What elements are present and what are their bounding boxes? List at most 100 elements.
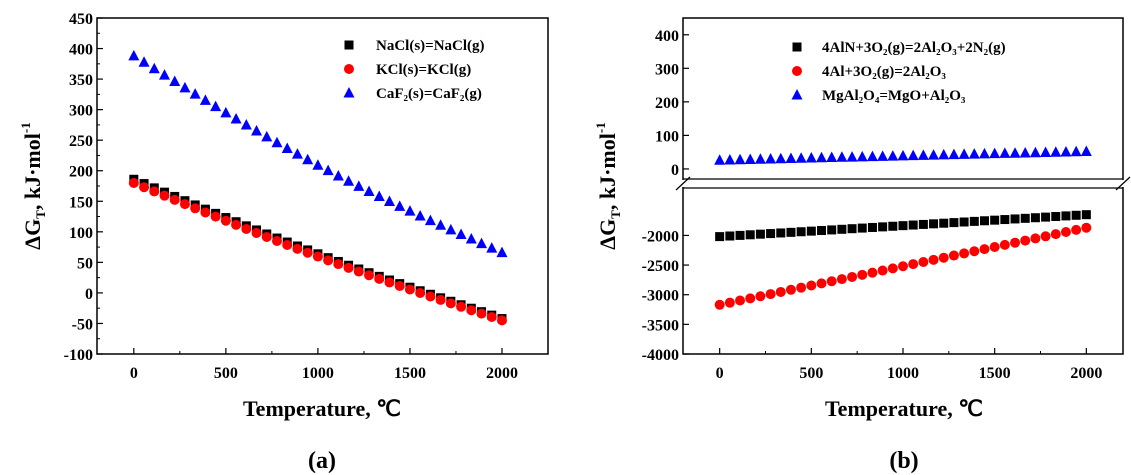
panel-b-data-point xyxy=(908,220,918,230)
panel-a-data-point xyxy=(312,159,324,170)
panel-a-y-tick-label: 0 xyxy=(85,286,93,303)
panel-b-data-point xyxy=(817,226,827,236)
panel-a-data-point xyxy=(291,148,303,159)
panel-b-data-point xyxy=(847,271,858,282)
panel-b-legend: 4AlN+3O₂(g)=2Al₂O₃+2N₂(g) 4Al+3O₂(g)=2Al₂… xyxy=(791,40,1006,104)
panel-a-data-point xyxy=(292,243,303,254)
panel-b-data-point xyxy=(989,147,1001,159)
panel-a-y-tick-label: 400 xyxy=(69,42,93,59)
panel-b-data-point xyxy=(837,224,847,234)
panel-a-data-point xyxy=(353,266,364,277)
panel-b-data-point xyxy=(1071,224,1082,235)
panel-b-data-point xyxy=(1051,212,1061,222)
panel-a-data-point xyxy=(179,199,190,210)
panel-b-data-point xyxy=(867,267,878,278)
panel-a-data-point xyxy=(199,94,211,105)
panel-a-data-point xyxy=(343,175,355,186)
panel-a-legend-marker xyxy=(344,64,354,74)
panel-a-data-point xyxy=(139,182,150,193)
panel-b-data-point xyxy=(776,228,786,238)
panel-b-data-point xyxy=(999,239,1010,250)
panel-b-data-point xyxy=(958,148,970,159)
panel-b-data-point xyxy=(714,299,725,310)
panel-b-data-point xyxy=(754,153,766,164)
panel-a-data-point xyxy=(148,62,160,74)
panel-b-data-point xyxy=(1030,233,1041,244)
panel-b-data-point xyxy=(990,215,1000,225)
panel-a-data-point xyxy=(364,270,375,281)
panel-a-data-point xyxy=(466,305,477,316)
panel-b-data-point xyxy=(786,227,796,237)
panel-a-data-point xyxy=(302,247,313,258)
panel-b-data-point xyxy=(898,221,908,231)
panel-a-data-point xyxy=(251,227,262,238)
panel-a-data-point xyxy=(496,315,507,326)
panel-b-data-point xyxy=(948,250,959,261)
panel-a-data-point xyxy=(240,118,252,130)
panel-a-x-tick-label: 500 xyxy=(214,365,238,382)
panel-a-data-point xyxy=(363,185,375,197)
panel-a-data-point xyxy=(353,180,365,191)
panel-a-data-point xyxy=(230,112,242,124)
panel-a-data-point xyxy=(281,142,293,153)
panel-b-data-point xyxy=(805,152,817,163)
panel-b-data-point xyxy=(856,150,868,162)
panel-b-data-point xyxy=(766,229,776,239)
panel-b-data-point xyxy=(816,151,828,163)
panel-a-x-tick-label: 1000 xyxy=(302,365,334,382)
panel-b-data-point xyxy=(765,289,776,300)
panel-a-data-point xyxy=(486,242,498,253)
panel-a-y-tick-label: 300 xyxy=(69,103,93,120)
panel-b-data-point xyxy=(1000,215,1010,225)
panel-a-data-point xyxy=(302,153,314,165)
panel-b-data-point xyxy=(724,153,736,165)
panel-b-legend-marker xyxy=(792,42,802,52)
panel-b-data-point xyxy=(877,265,888,276)
panel-b-data-point xyxy=(1081,222,1092,233)
panel-a-y-axis-label: ΔGT, kJ·mol-1 xyxy=(18,122,48,249)
panel-a-data-point xyxy=(128,177,139,188)
panel-b-label: (b) xyxy=(889,448,918,474)
panel-a-ticks: -100 -50 0 50 100 150 200 250 300 350 400 450 0 500 10… xyxy=(64,11,518,382)
panel-b-chart: 0 100 200 300 400 -4000 -3500 -3000 -2500 -2000 0 5… xyxy=(593,17,1131,474)
panel-b-data-point xyxy=(715,232,725,242)
panel-a-data-point xyxy=(486,312,497,323)
panel-b-data-point xyxy=(938,252,949,263)
panel-a-data-point xyxy=(332,169,344,181)
panel-a-data-point xyxy=(435,294,446,305)
panel-a-data-point xyxy=(323,255,334,266)
panel-b-legend-label: MgAl₂O₄=MgO+Al₂O₃ xyxy=(822,88,966,104)
panel-a-data-point xyxy=(404,284,415,295)
panel-a-data-point xyxy=(445,298,456,309)
panel-a-data-point xyxy=(414,209,426,221)
panel-a-data-point xyxy=(455,228,467,239)
panel-a-data-point xyxy=(149,186,160,197)
panel-a-data-point xyxy=(210,100,222,112)
panel-b-data-point xyxy=(806,280,817,291)
panel-b-y-tick-label: -3000 xyxy=(642,288,679,305)
panel-a-y-tick-label: 150 xyxy=(69,194,93,211)
panel-b-data-points xyxy=(714,145,1092,310)
panel-a-plot-frame xyxy=(96,17,549,355)
panel-b-data-point xyxy=(1040,231,1051,242)
panel-a-data-point xyxy=(159,190,170,201)
panel-b-data-point xyxy=(918,256,929,267)
panel-b-data-point xyxy=(867,222,877,232)
panel-b-data-point xyxy=(744,153,756,164)
panel-b-data-point xyxy=(755,291,766,302)
panel-b-data-point xyxy=(795,152,807,163)
panel-a-data-point xyxy=(271,235,282,246)
panel-a-data-point xyxy=(425,291,436,302)
panel-b-data-point xyxy=(968,148,980,159)
panel-b-data-point xyxy=(938,148,950,160)
panel-b-data-point xyxy=(1020,213,1030,223)
panel-a-data-point xyxy=(445,223,457,235)
panel-b-legend-label: 4Al+3O₂(g)=2Al₂O₃ xyxy=(822,64,946,80)
panel-b-data-point xyxy=(898,261,908,272)
panel-a-data-point xyxy=(333,259,344,270)
panel-a-data-point xyxy=(424,214,436,226)
panel-a-data-point xyxy=(200,207,211,218)
panel-b-data-point xyxy=(1040,146,1052,157)
panel-a-legend-label: NaCl(s)=NaCl(g) xyxy=(376,38,485,54)
panel-a-data-point xyxy=(404,205,416,216)
